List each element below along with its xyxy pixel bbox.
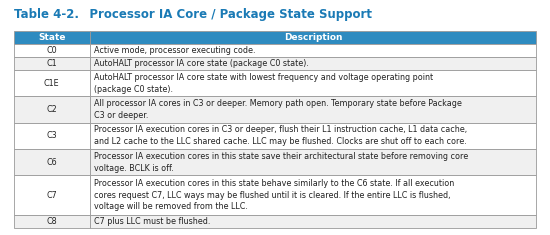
Text: All processor IA cores in C3 or deeper. Memory path open. Temporary state before: All processor IA cores in C3 or deeper. … xyxy=(94,99,462,120)
Text: Description: Description xyxy=(284,33,342,42)
Text: AutoHALT processor IA core state with lowest frequency and voltage operating poi: AutoHALT processor IA core state with lo… xyxy=(94,73,433,94)
Bar xyxy=(90,123,536,149)
Bar xyxy=(14,175,90,215)
Text: Processor IA execution cores in this state behave similarly to the C6 state. If : Processor IA execution cores in this sta… xyxy=(94,179,454,211)
Text: C3: C3 xyxy=(46,131,57,140)
Bar xyxy=(14,44,90,57)
Text: Processor IA execution cores in C3 or deeper, flush their L1 instruction cache, : Processor IA execution cores in C3 or de… xyxy=(94,125,467,146)
Bar xyxy=(14,31,90,44)
Text: Table 4-2.: Table 4-2. xyxy=(14,8,79,21)
Bar xyxy=(14,149,90,175)
Text: Processor IA Core / Package State Support: Processor IA Core / Package State Suppor… xyxy=(77,8,372,21)
Bar xyxy=(90,96,536,123)
Text: Active mode, processor executing code.: Active mode, processor executing code. xyxy=(94,46,255,55)
Text: C2: C2 xyxy=(46,105,57,114)
Bar xyxy=(14,123,90,149)
Text: AutoHALT processor IA core state (package C0 state).: AutoHALT processor IA core state (packag… xyxy=(94,59,309,68)
Bar xyxy=(14,96,90,123)
Bar xyxy=(14,57,90,70)
Text: C6: C6 xyxy=(46,158,57,167)
Text: C1E: C1E xyxy=(44,79,59,88)
Bar xyxy=(14,70,90,96)
Text: C0: C0 xyxy=(46,46,57,55)
Bar xyxy=(90,215,536,228)
Bar xyxy=(90,149,536,175)
Bar xyxy=(90,31,536,44)
Text: C1: C1 xyxy=(46,59,57,68)
Text: State: State xyxy=(38,33,65,42)
Bar xyxy=(90,44,536,57)
Text: Processor IA execution cores in this state save their architectural state before: Processor IA execution cores in this sta… xyxy=(94,152,468,172)
Bar xyxy=(90,175,536,215)
Text: C7 plus LLC must be flushed.: C7 plus LLC must be flushed. xyxy=(94,217,210,226)
Text: C8: C8 xyxy=(46,217,57,226)
Bar xyxy=(90,70,536,96)
Bar xyxy=(14,215,90,228)
Bar xyxy=(90,57,536,70)
Text: C7: C7 xyxy=(46,191,57,200)
